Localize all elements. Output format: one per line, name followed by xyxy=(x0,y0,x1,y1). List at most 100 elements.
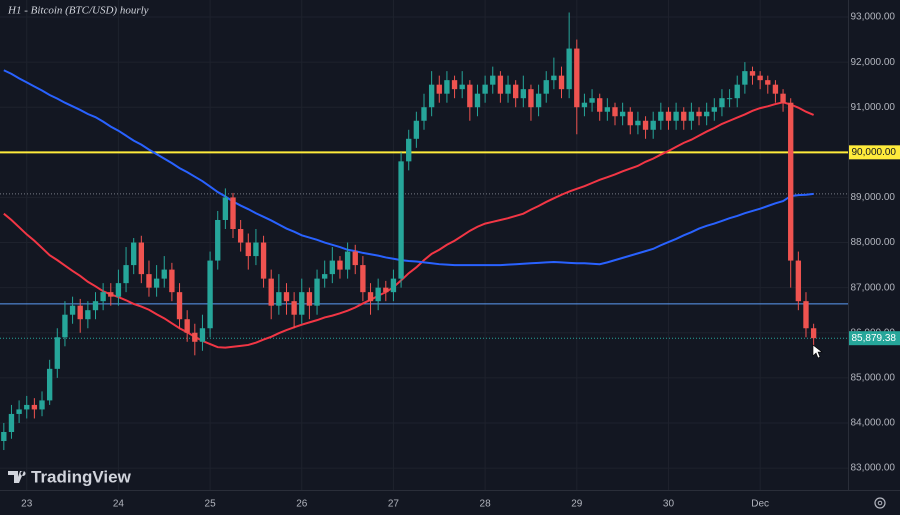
y-tick-label: 85,000.00 xyxy=(851,373,896,384)
candle-body xyxy=(688,111,695,121)
candle-body xyxy=(780,93,786,103)
candle-body xyxy=(176,292,183,320)
x-tick-label: 26 xyxy=(296,499,308,510)
candle-body xyxy=(337,260,343,270)
candle-body xyxy=(757,75,763,81)
candle-body xyxy=(711,107,717,112)
watermark: TradingView xyxy=(8,467,132,486)
candle-body xyxy=(428,84,435,108)
y-tick-label: 92,000.00 xyxy=(851,57,896,68)
x-tick-label: 28 xyxy=(480,499,492,510)
settings-button[interactable] xyxy=(874,497,886,509)
settings-icon-center[interactable] xyxy=(877,500,883,506)
candle-body xyxy=(85,310,91,320)
candles xyxy=(1,12,817,451)
candle-body xyxy=(123,265,129,284)
candle-body xyxy=(46,368,53,401)
candle-body xyxy=(604,107,611,112)
candle-body xyxy=(436,84,442,94)
candle-body xyxy=(291,301,297,315)
candle-body xyxy=(543,80,549,94)
candle-body xyxy=(1,431,7,442)
candle-body xyxy=(314,278,320,306)
y-tick-label: 88,000.00 xyxy=(851,237,896,248)
candle-body xyxy=(169,269,175,293)
candle-body xyxy=(658,111,664,121)
candle-body xyxy=(215,219,221,261)
candle-body xyxy=(703,111,710,117)
candle-body xyxy=(146,274,152,288)
candle-body xyxy=(612,107,618,117)
candle-body xyxy=(406,138,412,162)
candle-body xyxy=(367,292,374,302)
candle-body xyxy=(69,305,76,315)
candle-body xyxy=(696,111,702,117)
candle-body xyxy=(795,260,802,302)
candle-body xyxy=(520,89,526,99)
candle-body xyxy=(31,404,38,410)
candle-body xyxy=(283,292,290,302)
x-tick-label: 25 xyxy=(205,499,217,510)
candle-body xyxy=(765,80,771,85)
candle-body xyxy=(77,305,83,320)
candle-body xyxy=(54,337,60,369)
x-tick-label: 29 xyxy=(571,499,583,510)
candle-body xyxy=(574,48,580,108)
y-tick-label: 89,000.00 xyxy=(851,192,896,203)
last-price-label: 85,879.38 xyxy=(852,333,897,344)
candle-body xyxy=(108,292,114,297)
candle-body xyxy=(803,301,809,329)
price-tags: 90,000.00 85,879.38 xyxy=(849,145,900,346)
candle-body xyxy=(306,292,313,306)
candle-body xyxy=(451,80,458,90)
candle-body xyxy=(566,48,572,90)
candle-body xyxy=(589,98,595,103)
y-tick-label: 83,000.00 xyxy=(851,463,896,474)
candle-body xyxy=(8,413,15,432)
moving-averages xyxy=(3,69,815,349)
candle-body xyxy=(375,287,381,302)
candle-body xyxy=(230,197,236,230)
candle-body xyxy=(413,120,420,139)
candle-body xyxy=(627,111,633,126)
candle-body xyxy=(398,161,404,279)
candle-body xyxy=(245,242,251,257)
level-tag xyxy=(849,145,900,160)
candle-body xyxy=(344,251,351,270)
candle-body xyxy=(810,328,817,339)
x-tick-label: Dec xyxy=(751,499,769,510)
settings-icon[interactable] xyxy=(874,497,886,509)
x-tick-label: 23 xyxy=(21,499,33,510)
candle-body xyxy=(490,75,496,85)
levels xyxy=(0,151,848,339)
candle-body xyxy=(597,98,603,112)
candle-body xyxy=(138,242,145,275)
candle-body xyxy=(153,278,160,288)
candle-body xyxy=(505,84,511,94)
candle-body xyxy=(383,287,389,293)
candle-body xyxy=(352,251,358,266)
candle-body xyxy=(497,75,504,94)
candle-body xyxy=(260,242,267,279)
candle-body xyxy=(222,197,229,220)
candle-body xyxy=(390,278,397,293)
candle-body xyxy=(161,269,167,279)
candle-body xyxy=(62,314,68,338)
candle-body xyxy=(642,120,649,130)
logo xyxy=(8,471,26,483)
candle-body xyxy=(742,71,748,85)
y-tick-label: 84,000.00 xyxy=(851,418,896,429)
candle-body xyxy=(681,111,687,121)
candle-body xyxy=(322,274,328,279)
candle-body xyxy=(665,111,672,121)
moving-average-line xyxy=(3,101,815,349)
candle-body xyxy=(726,98,733,100)
candle-body xyxy=(360,265,366,293)
candle-body xyxy=(788,102,794,261)
candle-body xyxy=(299,292,305,315)
moving-average-line xyxy=(3,69,814,267)
candle-body xyxy=(650,120,656,130)
candle-body xyxy=(467,84,473,108)
